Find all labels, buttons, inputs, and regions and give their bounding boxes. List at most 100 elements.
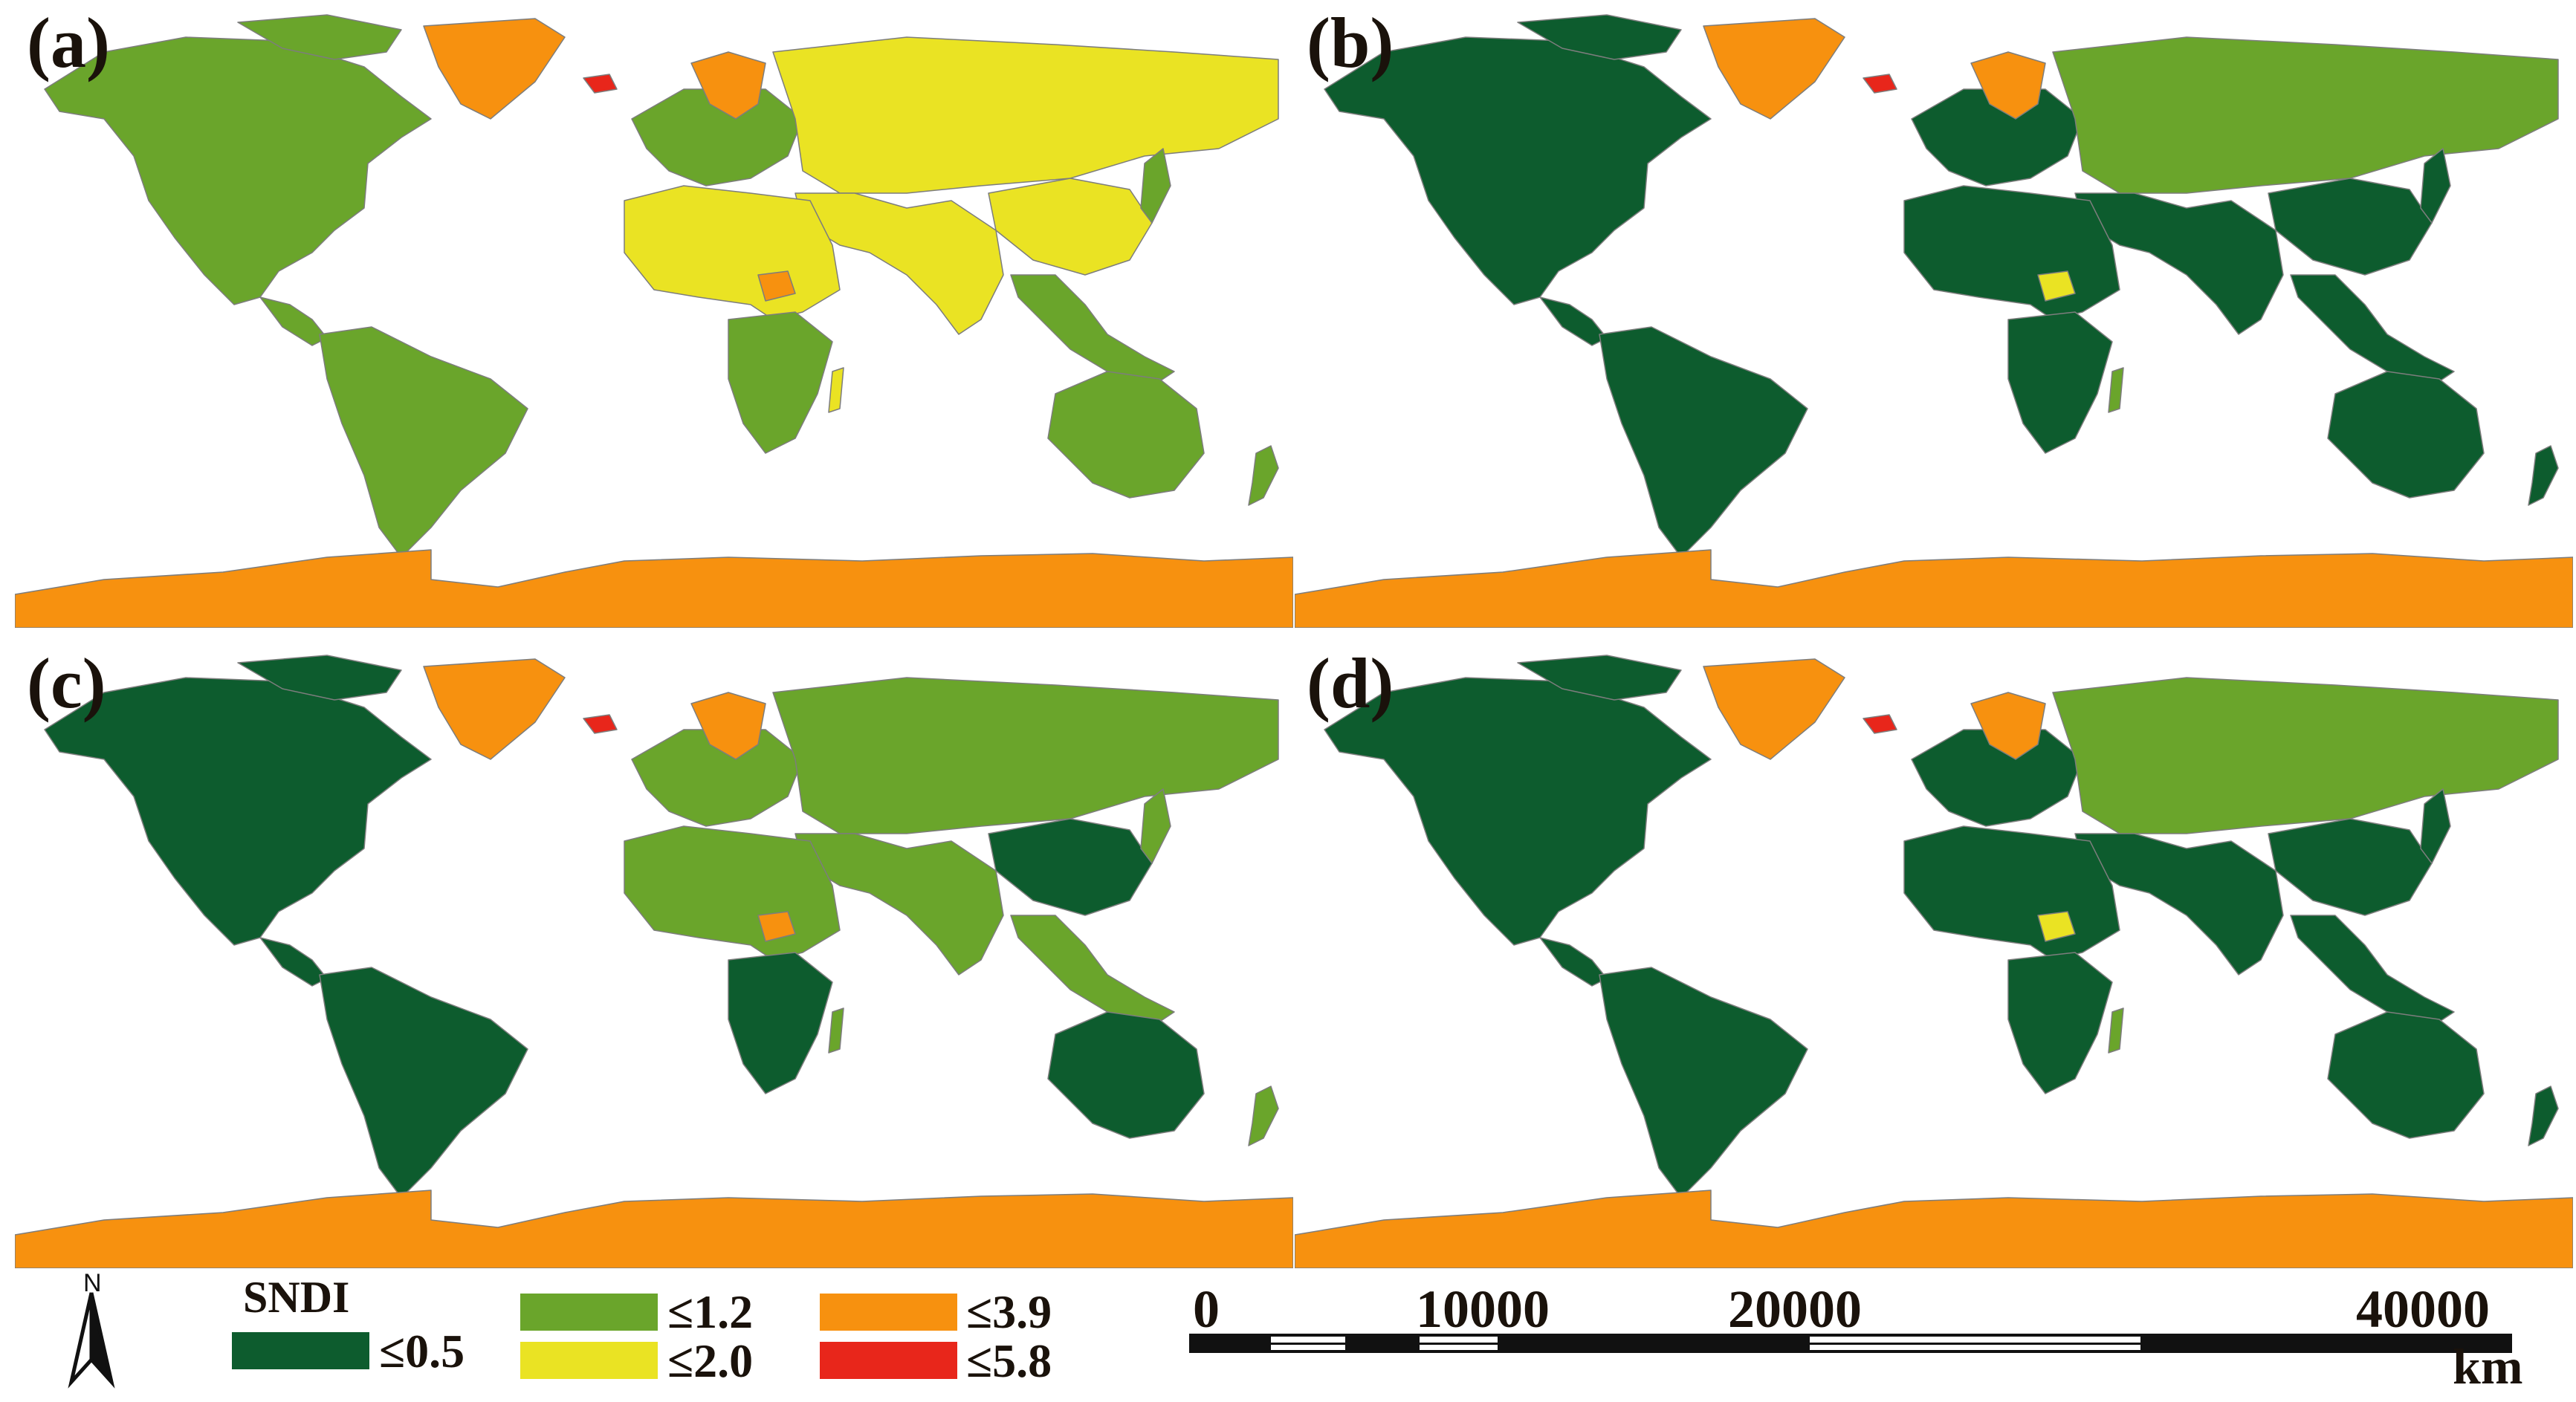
region-russia-central-asia [772,677,1279,834]
region-greenland [1703,658,1845,760]
world-map-d [1295,655,2573,1268]
region-madagascar [2108,1007,2124,1054]
region-central-america [259,296,328,346]
region-australia [1047,1011,1205,1139]
region-greenland [1703,18,1845,120]
region-se-asia [1010,915,1175,1028]
region-scandinavia [1970,51,2046,120]
legend-swatch-1 [520,1294,658,1331]
region-iceland [1863,74,1897,94]
region-iceland [583,74,618,94]
scale-bar [1189,1334,2512,1353]
region-japan [1140,788,1171,864]
region-new-zealand [1248,445,1279,506]
panel-label: (a) [27,7,110,82]
region-iceland [583,714,618,734]
legend-title: SNDI [243,1273,350,1322]
region-africa-south [728,952,833,1094]
panel-label: (b) [1307,7,1394,82]
region-australia [2327,1011,2485,1139]
region-central-america [1539,937,1608,987]
region-africa [1903,185,2120,320]
region-central-america [1539,296,1608,346]
panel-label: (d) [1307,648,1394,723]
legend-label-2: ≤2.0 [667,1334,754,1387]
region-china [2268,178,2433,276]
region-south-america [1599,326,1808,558]
legend-swatch-3 [820,1294,957,1331]
region-south-america [1599,967,1808,1198]
region-arctic-canada [1517,655,1682,701]
region-madagascar [828,367,844,413]
map-panel-d: (d) [1295,648,2573,1268]
scale-unit: km [2453,1338,2523,1395]
region-africa-south [728,311,833,454]
world-map-b [1295,14,2573,628]
region-arctic-canada [1517,14,1682,60]
world-map-c [15,655,1293,1268]
region-japan [2420,148,2451,224]
legend-swatch-4 [820,1342,957,1379]
region-antarctica [1295,549,2573,628]
region-middle-east-india [2074,192,2284,335]
region-antarctica [1295,1190,2573,1268]
region-scandinavia [690,692,766,760]
region-arctic-canada [237,655,402,701]
legend-label-0: ≤0.5 [379,1325,465,1377]
region-greenland [423,658,566,760]
region-hotspot [757,911,796,942]
region-greenland [423,18,566,120]
scale-tick-3: 40000 [2356,1279,2490,1339]
region-russia-central-asia [2052,677,2559,834]
region-south-america [319,967,528,1198]
region-madagascar [2108,367,2124,413]
region-middle-east-india [795,192,1004,335]
map-panel-b: (b) [1295,7,2573,628]
region-australia [1047,371,1205,499]
region-russia-central-asia [772,36,1279,194]
region-se-asia [1010,274,1175,387]
region-new-zealand [1248,1085,1279,1146]
region-africa [624,185,841,320]
region-china [988,818,1153,916]
region-china [988,178,1153,276]
region-russia-central-asia [2052,36,2559,194]
scale-tick-1: 10000 [1416,1279,1550,1339]
map-panel-a: (a) [15,7,1293,628]
legend-swatch-0 [232,1332,369,1369]
region-iceland [1863,714,1897,734]
scale-tick-0: 0 [1193,1279,1220,1339]
region-new-zealand [2528,1085,2559,1146]
map-panel-c: (c) [15,648,1293,1268]
region-arctic-canada [237,14,402,60]
region-antarctica [15,1190,1293,1268]
region-australia [2327,371,2485,499]
region-africa [1903,825,2120,961]
region-hotspot [757,270,796,302]
region-middle-east-india [795,833,1004,976]
scale-tick-2: 20000 [1728,1279,1862,1339]
region-japan [2420,788,2451,864]
region-se-asia [2290,274,2455,387]
legend-label-4: ≤5.8 [966,1334,1052,1387]
region-china [2268,818,2433,916]
region-new-zealand [2528,445,2559,506]
region-africa-south [2007,311,2113,454]
region-central-america [259,937,328,987]
region-africa [624,825,841,961]
legend-swatch-2 [520,1342,658,1379]
region-madagascar [828,1007,844,1054]
region-antarctica [15,549,1293,628]
region-japan [1140,148,1171,224]
region-hotspot [2037,270,2076,302]
region-south-america [319,326,528,558]
region-africa-south [2007,952,2113,1094]
world-map-a [15,14,1293,628]
region-scandinavia [690,51,766,120]
north-arrow-icon [68,1292,115,1389]
legend-label-1: ≤1.2 [667,1285,754,1338]
region-scandinavia [1970,692,2046,760]
region-se-asia [2290,915,2455,1028]
region-middle-east-india [2074,833,2284,976]
region-hotspot [2037,911,2076,942]
